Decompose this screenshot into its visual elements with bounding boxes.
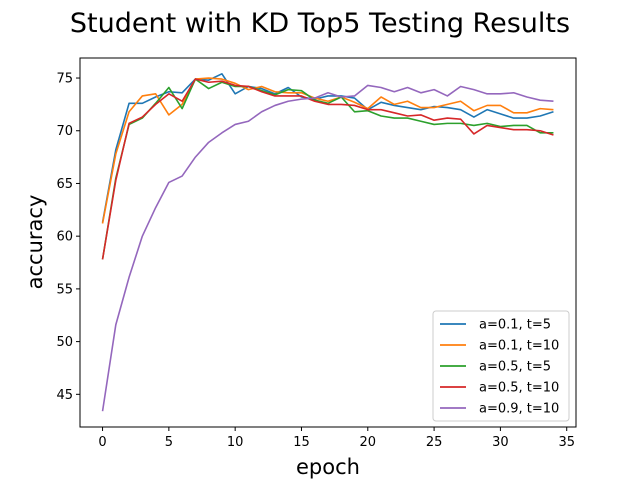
series-line-3: [101, 78, 554, 260]
x-tick-label-3: 15: [293, 435, 310, 450]
x-tick-label-4: 20: [360, 435, 377, 450]
chart-title: Student with KD Top5 Testing Results: [70, 8, 570, 39]
series-line-1: [101, 73, 554, 223]
plot-frame: [79, 57, 577, 428]
x-axis-label: epoch: [296, 455, 360, 479]
x-tick-label-6: 30: [492, 435, 509, 450]
x-tick-label-2: 10: [227, 435, 244, 450]
series-line-4: [101, 78, 554, 260]
x-tick-label-1: 5: [165, 435, 173, 450]
y-tick-label-2: 55: [56, 282, 73, 297]
series-line-2: [101, 77, 554, 224]
y-tick-label-6: 75: [56, 72, 73, 87]
legend-label-3: a=0.5, t=5: [479, 360, 551, 375]
ticks-layer: 0 5 10 15 20 25 30 35 45 50 55 60 65 70 75: [56, 72, 575, 450]
legend: a=0.1, t=5 a=0.1, t=10 a=0.5, t=5 a=0.5, t=…: [432, 310, 570, 422]
y-tick-label-1: 50: [56, 335, 73, 350]
legend-box: [432, 310, 570, 422]
x-tick-label-7: 35: [558, 435, 575, 450]
y-tick-label-0: 45: [56, 388, 73, 403]
x-tick-label-0: 0: [98, 435, 106, 450]
x-tick-label-5: 25: [426, 435, 443, 450]
series-line-5: [101, 84, 554, 412]
legend-label-2: a=0.1, t=10: [479, 339, 559, 354]
legend-label-5: a=0.9, t=10: [479, 402, 559, 417]
legend-label-4: a=0.5, t=10: [479, 381, 559, 396]
y-tick-label-3: 60: [56, 230, 73, 245]
y-tick-label-5: 70: [56, 124, 73, 139]
y-axis-label: accuracy: [23, 195, 47, 290]
legend-label-1: a=0.1, t=5: [479, 318, 551, 333]
y-tick-label-4: 65: [56, 177, 73, 192]
series-layer: [101, 73, 554, 412]
